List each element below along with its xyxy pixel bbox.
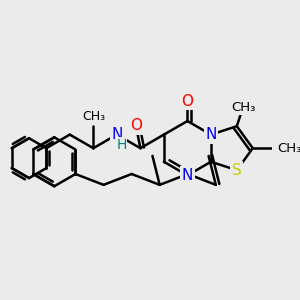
Text: N: N: [182, 168, 193, 183]
Text: N: N: [111, 127, 123, 142]
Text: H: H: [116, 138, 127, 152]
Text: O: O: [182, 94, 194, 109]
Text: O: O: [130, 118, 142, 133]
Text: CH₃: CH₃: [277, 142, 300, 155]
Text: CH₃: CH₃: [231, 101, 255, 114]
Text: S: S: [232, 163, 242, 178]
Text: N: N: [205, 127, 217, 142]
Text: CH₃: CH₃: [82, 110, 105, 123]
